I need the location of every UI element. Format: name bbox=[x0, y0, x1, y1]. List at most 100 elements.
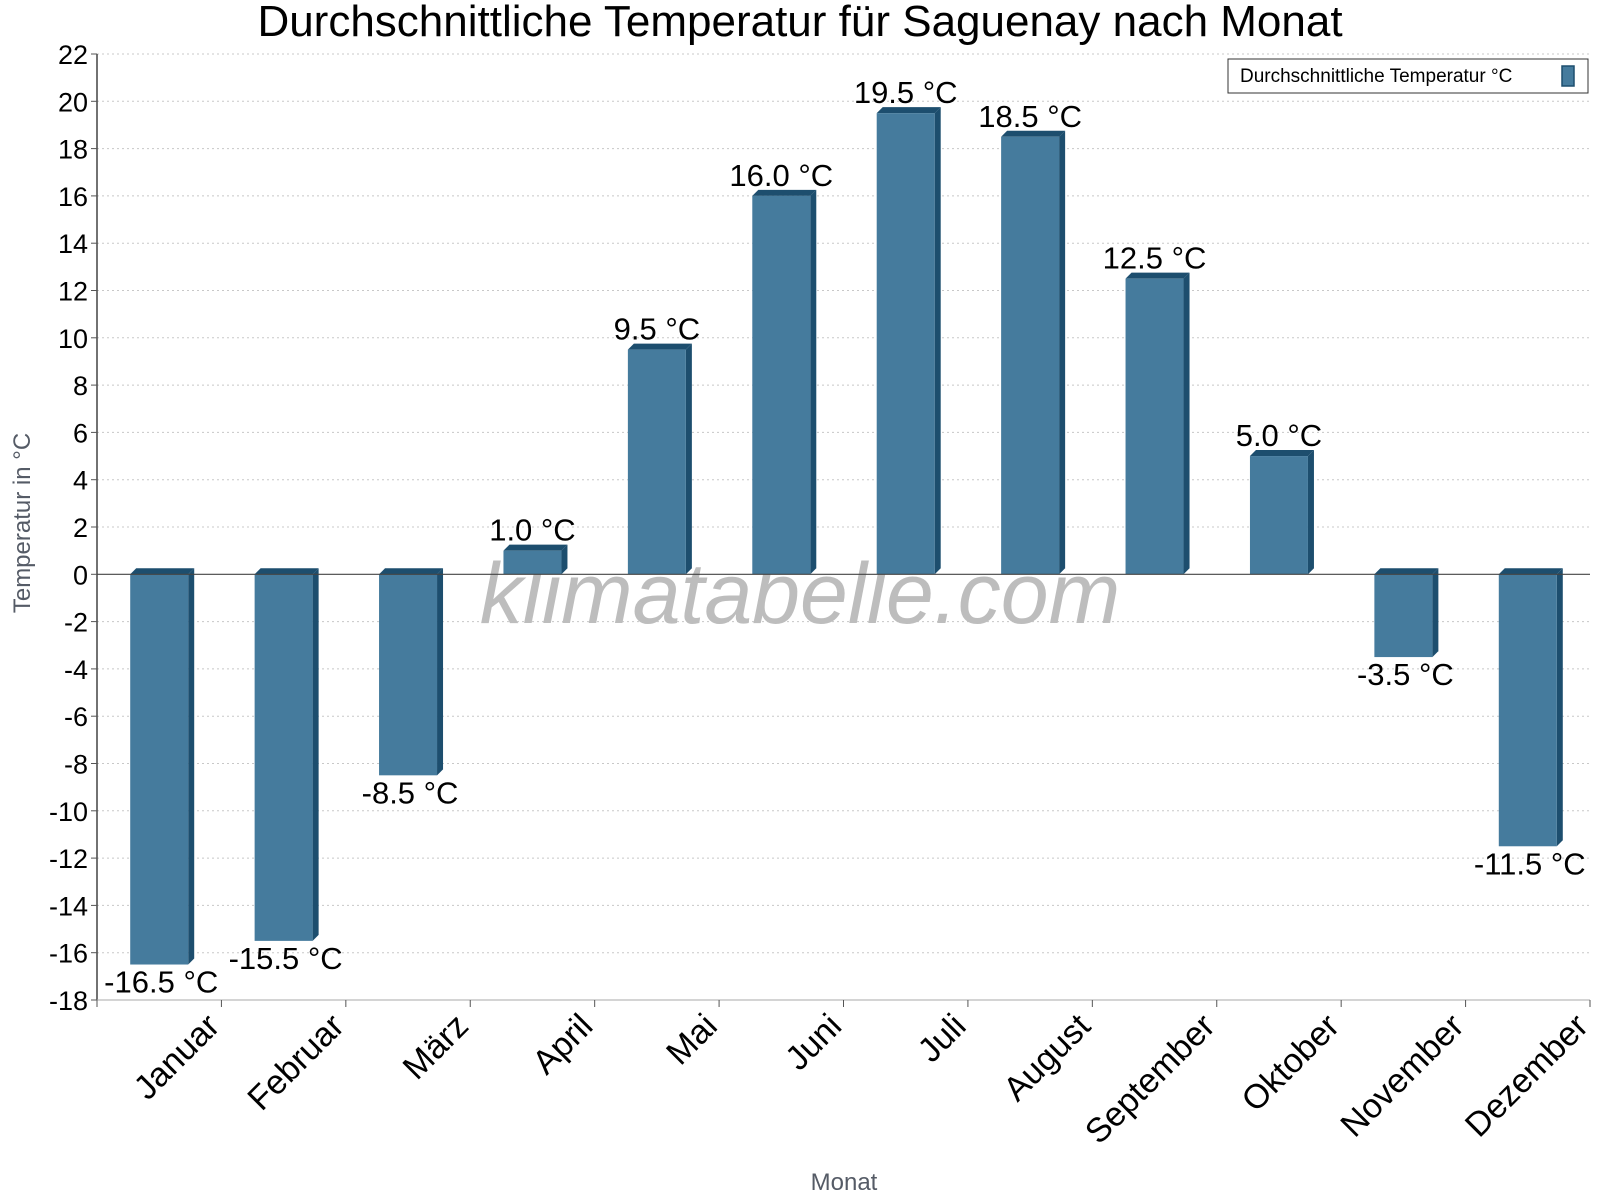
bar bbox=[503, 544, 568, 575]
data-label: 18.5 °C bbox=[978, 99, 1082, 134]
y-tick-label: 22 bbox=[58, 40, 88, 70]
bar-face bbox=[503, 550, 562, 575]
bar bbox=[1001, 130, 1066, 575]
y-axis-title: Temperatur in °C bbox=[9, 433, 36, 613]
y-tick-label: -14 bbox=[49, 891, 88, 921]
y-tick-label: 16 bbox=[58, 182, 88, 212]
x-tick-label: Juni bbox=[778, 1007, 849, 1078]
bar bbox=[1498, 568, 1563, 847]
bar-face bbox=[1125, 278, 1184, 575]
y-tick-label: -2 bbox=[64, 608, 88, 638]
bar-face bbox=[876, 113, 935, 575]
bar-face bbox=[1001, 136, 1060, 575]
bar-top bbox=[503, 544, 568, 551]
data-label: -15.5 °C bbox=[229, 941, 343, 976]
bar-top bbox=[1001, 130, 1066, 137]
data-label: -11.5 °C bbox=[1474, 846, 1586, 881]
data-label: 19.5 °C bbox=[854, 75, 958, 110]
bar-top bbox=[627, 343, 692, 350]
bar bbox=[130, 568, 195, 965]
bar-face bbox=[1374, 574, 1433, 658]
bar-side bbox=[561, 544, 568, 575]
y-tick-label: 4 bbox=[73, 466, 88, 496]
x-axis-title: Monat bbox=[811, 1169, 878, 1196]
data-label: -3.5 °C bbox=[1357, 657, 1454, 692]
y-tick-label: 10 bbox=[58, 324, 88, 354]
x-tick-label: März bbox=[396, 1007, 476, 1087]
bar-top bbox=[254, 568, 319, 575]
y-tick-label: 20 bbox=[58, 87, 88, 117]
bar-top bbox=[876, 107, 941, 114]
data-label: 12.5 °C bbox=[1103, 241, 1207, 276]
bar-face bbox=[1249, 456, 1308, 575]
bar-face bbox=[379, 574, 438, 776]
x-tick-label: Mai bbox=[659, 1007, 725, 1073]
bar-side bbox=[1432, 568, 1439, 658]
x-tick-label: Februar bbox=[240, 1007, 351, 1118]
bar-top bbox=[379, 568, 444, 575]
bar-face bbox=[254, 574, 313, 941]
y-tick-label: -8 bbox=[64, 750, 88, 780]
y-tick-label: -12 bbox=[49, 844, 88, 874]
y-tick-label: -10 bbox=[49, 797, 88, 827]
chart-title: Durchschnittliche Temperatur für Saguena… bbox=[257, 0, 1342, 46]
y-tick-label: -6 bbox=[64, 702, 88, 732]
bar-side bbox=[934, 107, 941, 575]
data-label: 16.0 °C bbox=[729, 158, 833, 193]
y-tick-label: -16 bbox=[49, 939, 88, 969]
data-label: -16.5 °C bbox=[104, 965, 218, 1000]
bar-side bbox=[810, 189, 817, 575]
bar-top bbox=[1498, 568, 1563, 575]
y-tick-label: 2 bbox=[73, 513, 88, 543]
legend: Durchschnittliche Temperatur °C bbox=[1227, 58, 1589, 94]
bar-top bbox=[1249, 450, 1314, 457]
y-tick-label: -18 bbox=[49, 986, 88, 1016]
y-tick-label: -4 bbox=[64, 655, 88, 685]
bars bbox=[130, 107, 1563, 965]
y-tick-label: 12 bbox=[58, 277, 88, 307]
bar-side bbox=[312, 568, 319, 941]
grid-lines bbox=[97, 53, 1590, 1001]
bar-top bbox=[130, 568, 195, 575]
x-tick-label: September bbox=[1078, 1007, 1222, 1151]
bar-face bbox=[752, 195, 811, 575]
bar-face bbox=[1498, 574, 1557, 847]
x-tick-label: Dezember bbox=[1458, 1007, 1596, 1145]
x-tick-label: April bbox=[525, 1007, 600, 1082]
x-tick-label: Januar bbox=[127, 1007, 227, 1107]
bar-face bbox=[130, 574, 189, 965]
bar bbox=[752, 189, 817, 575]
x-tick-label: Juli bbox=[911, 1007, 974, 1070]
bar-side bbox=[1307, 450, 1314, 575]
bar-side bbox=[1556, 568, 1563, 847]
bar bbox=[1249, 450, 1314, 575]
data-labels: -16.5 °C -15.5 °C -8.5 °C 1.0 °C 9.5 °C 16.0 … bbox=[104, 75, 1585, 999]
x-tick-label: August bbox=[996, 1006, 1098, 1108]
legend-box bbox=[1227, 58, 1589, 94]
data-label: -8.5 °C bbox=[362, 775, 459, 810]
bar bbox=[1374, 568, 1439, 658]
x-axis-ticks: Januar Februar März April Mai Juni Juli AugustS… bbox=[96, 1000, 1596, 1151]
data-label: 1.0 °C bbox=[489, 513, 576, 548]
x-tick-label: November bbox=[1333, 1007, 1471, 1145]
y-tick-label: 18 bbox=[58, 135, 88, 165]
bar-side bbox=[188, 568, 195, 965]
legend-swatch bbox=[1561, 65, 1575, 87]
bar-side bbox=[685, 343, 692, 575]
y-tick-label: 14 bbox=[58, 229, 88, 259]
data-label: 9.5 °C bbox=[614, 312, 701, 347]
bar-top bbox=[1374, 568, 1439, 575]
y-tick-label: 6 bbox=[73, 418, 88, 448]
legend-label: Durchschnittliche Temperatur °C bbox=[1240, 66, 1512, 87]
y-tick-label: 8 bbox=[73, 371, 88, 401]
bar bbox=[627, 343, 692, 575]
bar bbox=[876, 107, 941, 575]
x-tick-label: Oktober bbox=[1234, 1007, 1346, 1119]
bar-face bbox=[627, 349, 686, 575]
bar-side bbox=[1183, 272, 1190, 575]
y-axis-ticks: -18 -16 -14 -12 -10 -8 -6 -4 -2 0 2 4 6 8 10 12 14 16 18 20… bbox=[49, 40, 97, 1016]
data-label: 5.0 °C bbox=[1236, 418, 1323, 453]
bar bbox=[1125, 272, 1190, 575]
bar bbox=[254, 568, 319, 941]
